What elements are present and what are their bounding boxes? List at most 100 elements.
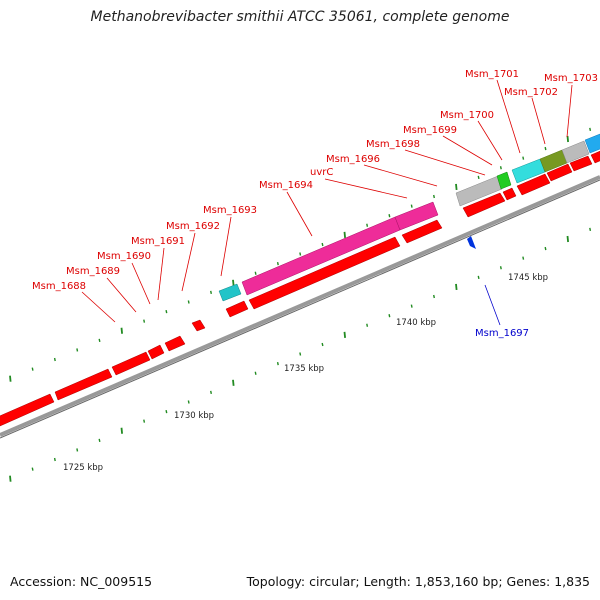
ruler-major-tick bbox=[9, 475, 12, 482]
cds-arrow[interactable] bbox=[502, 187, 517, 201]
genome-stats-text: Topology: circular; Length: 1,853,160 bp… bbox=[246, 574, 590, 589]
ruler-minor-tick bbox=[544, 146, 547, 151]
gene-label-msm-1702[interactable]: Msm_1702 bbox=[504, 87, 558, 98]
cds-arrow[interactable] bbox=[54, 368, 113, 401]
ruler-minor-tick bbox=[366, 223, 369, 227]
cds-arrow[interactable] bbox=[111, 351, 151, 376]
cds-arrow[interactable] bbox=[147, 344, 165, 360]
ruler-minor-tick bbox=[31, 467, 34, 471]
cds-arrow[interactable] bbox=[590, 149, 600, 164]
cds-arrow-reverse[interactable] bbox=[467, 236, 476, 249]
gene-label-msm-1699[interactable]: Msm_1699 bbox=[403, 125, 457, 136]
ruler-dots-outer bbox=[9, 127, 592, 382]
cds-arrow[interactable] bbox=[0, 393, 55, 427]
ruler-minor-tick bbox=[366, 323, 369, 327]
ruler-minor-tick bbox=[589, 227, 592, 232]
ruler-labels: 1725 kbp 1730 kbp 1735 kbp 1740 kbp 1745… bbox=[63, 273, 548, 473]
ruler-major-tick bbox=[343, 231, 346, 238]
leader-line bbox=[131, 262, 151, 305]
ruler-major-tick bbox=[232, 379, 235, 386]
ruler-major-tick bbox=[120, 427, 123, 434]
ruler-label-1730: 1730 kbp bbox=[174, 411, 214, 421]
leader-line bbox=[286, 191, 313, 237]
gene-label-msm-1694[interactable]: Msm_1694 bbox=[259, 180, 313, 191]
cds-arrow[interactable] bbox=[401, 219, 443, 244]
leader-line bbox=[404, 149, 486, 176]
leader-line bbox=[566, 84, 573, 138]
ruler-minor-tick bbox=[388, 314, 391, 318]
gene-label-msm-1689[interactable]: Msm_1689 bbox=[66, 266, 120, 277]
ruler-minor-tick bbox=[98, 438, 101, 442]
genome-backbone bbox=[0, 175, 600, 437]
map-title: Methanobrevibacter smithii ATCC 35061, c… bbox=[90, 9, 510, 25]
leader-line bbox=[484, 284, 501, 326]
ruler-major-tick bbox=[232, 279, 235, 286]
ruler-minor-tick bbox=[299, 252, 302, 256]
ruler-major-tick bbox=[343, 331, 346, 338]
leader-line bbox=[81, 291, 116, 323]
accession-text: Accession: NC_009515 bbox=[10, 574, 153, 589]
gene-label-msm-1692[interactable]: Msm_1692 bbox=[166, 221, 220, 232]
ruler-minor-tick bbox=[388, 214, 391, 218]
feature-box-gray[interactable] bbox=[455, 175, 503, 207]
cds-arrow[interactable] bbox=[164, 335, 186, 352]
ruler-minor-tick bbox=[522, 156, 525, 160]
gene-label-msm-1691[interactable]: Msm_1691 bbox=[131, 236, 185, 247]
ruler-minor-tick bbox=[53, 457, 56, 462]
leader-line bbox=[531, 97, 546, 145]
ruler-minor-tick bbox=[254, 271, 257, 275]
cds-arrow[interactable] bbox=[191, 319, 206, 332]
ruler-minor-tick bbox=[321, 342, 324, 347]
ruler-minor-tick bbox=[187, 300, 190, 304]
ruler-minor-tick bbox=[410, 304, 413, 308]
genome-backbone-shadow bbox=[0, 179, 600, 439]
ruler-minor-tick bbox=[433, 294, 435, 299]
ruler-minor-tick bbox=[143, 319, 146, 323]
ruler-major-tick bbox=[566, 135, 569, 143]
ruler-minor-tick bbox=[589, 127, 592, 132]
gene-label-msm-1696[interactable]: Msm_1696 bbox=[326, 154, 380, 165]
gene-label-msm-1688[interactable]: Msm_1688 bbox=[32, 281, 86, 292]
ruler-label-1740: 1740 kbp bbox=[396, 318, 436, 328]
ruler-major-tick bbox=[120, 327, 123, 334]
gene-label-msm-1700[interactable]: Msm_1700 bbox=[440, 110, 494, 121]
ruler-minor-tick bbox=[499, 266, 502, 270]
cds-arrow[interactable] bbox=[546, 163, 573, 182]
ruler-minor-tick bbox=[321, 242, 324, 247]
gene-label-msm-1698[interactable]: Msm_1698 bbox=[366, 139, 420, 150]
feature-box-gray-2[interactable] bbox=[561, 140, 590, 164]
feature-box-blue[interactable] bbox=[584, 132, 600, 154]
cds-arrow[interactable] bbox=[225, 300, 249, 318]
forward-strand-features bbox=[0, 149, 600, 427]
gene-label-uvrc[interactable]: uvrC bbox=[310, 167, 333, 178]
ruler-minor-tick bbox=[477, 275, 480, 279]
ruler-minor-tick bbox=[299, 352, 302, 356]
feature-box-magenta-2[interactable] bbox=[394, 201, 439, 231]
cds-arrow[interactable] bbox=[569, 155, 593, 172]
ruler-major-tick bbox=[455, 283, 458, 291]
gene-label-msm-1693[interactable]: Msm_1693 bbox=[203, 205, 257, 216]
ruler-minor-tick bbox=[499, 166, 502, 170]
ruler-label-1745: 1745 kbp bbox=[508, 273, 548, 283]
ruler-dots-inner bbox=[9, 227, 592, 482]
ruler-minor-tick bbox=[433, 194, 435, 199]
gene-label-msm-1697[interactable]: Msm_1697 bbox=[475, 328, 529, 339]
leader-line bbox=[477, 120, 503, 161]
cds-arrow[interactable] bbox=[462, 192, 506, 218]
ruler-minor-tick bbox=[276, 261, 279, 266]
ruler-minor-tick bbox=[410, 204, 413, 208]
feature-box-cyan[interactable] bbox=[218, 283, 242, 302]
ruler-minor-tick bbox=[187, 400, 190, 404]
gene-label-msm-1690[interactable]: Msm_1690 bbox=[97, 251, 151, 262]
ruler-minor-tick bbox=[53, 357, 56, 362]
leader-line bbox=[442, 135, 493, 166]
feature-box-green[interactable] bbox=[496, 171, 512, 190]
gene-label-msm-1703[interactable]: Msm_1703 bbox=[544, 73, 598, 84]
cds-arrow[interactable] bbox=[516, 173, 551, 196]
gene-label-msm-1701[interactable]: Msm_1701 bbox=[465, 69, 519, 80]
ruler-minor-tick bbox=[210, 290, 212, 295]
ruler-minor-tick bbox=[522, 256, 525, 260]
cds-arrow[interactable] bbox=[248, 236, 401, 310]
leader-line bbox=[363, 164, 438, 187]
